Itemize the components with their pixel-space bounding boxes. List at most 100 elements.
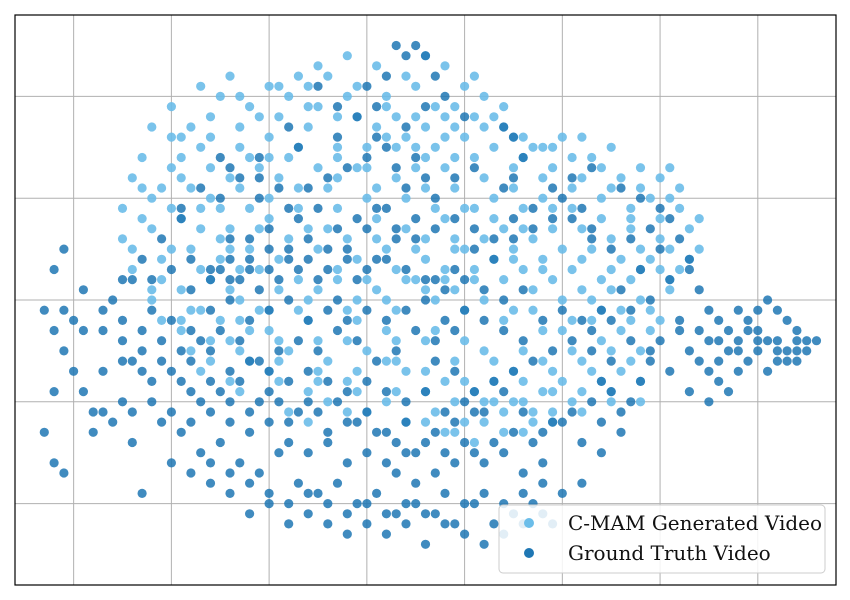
data-point-s1-327 xyxy=(274,183,284,193)
data-point-s1-258 xyxy=(743,356,753,366)
data-point-s1-129 xyxy=(362,376,372,386)
data-point-s0-153 xyxy=(245,203,255,213)
data-point-s0-224 xyxy=(323,224,333,234)
data-point-s0-162 xyxy=(567,152,577,163)
data-point-s1-130 xyxy=(381,387,391,397)
data-point-s1-205 xyxy=(665,214,675,224)
data-point-s0-2 xyxy=(176,132,186,142)
data-point-s1-204 xyxy=(655,203,665,213)
data-point-s1-121 xyxy=(205,346,216,356)
data-point-s1-336 xyxy=(450,214,460,224)
data-point-s1-94 xyxy=(489,519,499,529)
data-point-s1-254 xyxy=(704,336,714,346)
data-point-s1-386 xyxy=(264,488,274,498)
data-point-s0-74 xyxy=(235,264,245,275)
data-point-s1-310 xyxy=(127,407,137,417)
data-point-s0-265 xyxy=(430,203,440,213)
data-point-s1-387 xyxy=(284,499,294,509)
data-point-s0-138 xyxy=(166,102,176,112)
data-point-s1-173 xyxy=(332,132,343,142)
data-point-s0-179 xyxy=(548,224,558,234)
data-point-s1-62 xyxy=(264,387,274,397)
data-point-s0-213 xyxy=(567,183,577,193)
data-point-s1-396 xyxy=(460,499,470,509)
data-point-s0-263 xyxy=(372,183,382,193)
data-point-s0-70 xyxy=(694,244,704,254)
data-point-s0-330 xyxy=(430,325,440,336)
data-point-s1-357 xyxy=(205,275,216,285)
data-point-s1-284 xyxy=(508,427,519,437)
data-point-s1-143 xyxy=(196,183,206,193)
data-point-s0-222 xyxy=(245,244,255,254)
data-point-s1-122 xyxy=(225,366,235,376)
data-point-s1-364 xyxy=(157,356,167,366)
data-point-s0-235 xyxy=(205,356,216,366)
data-point-s1-271 xyxy=(694,325,704,336)
data-point-s1-156 xyxy=(411,152,421,163)
data-point-s1-304 xyxy=(137,346,147,356)
data-point-s1-296 xyxy=(723,387,734,397)
data-point-s0-357 xyxy=(196,224,206,234)
data-point-s0-226 xyxy=(401,275,411,285)
data-point-s1-72 xyxy=(460,437,470,448)
data-point-s1-303 xyxy=(587,346,597,356)
data-point-s0-203 xyxy=(274,112,284,122)
data-point-s1-194 xyxy=(313,275,323,285)
data-point-s1-274 xyxy=(645,356,655,366)
data-point-s0-109 xyxy=(420,336,431,346)
data-point-s0-230 xyxy=(538,254,548,264)
data-point-s1-225 xyxy=(587,325,597,336)
data-point-s0-145 xyxy=(372,61,382,71)
data-point-s0-68 xyxy=(645,254,655,264)
data-point-s0-383 xyxy=(577,407,587,417)
data-point-s0-238 xyxy=(313,376,323,386)
data-point-s1-152 xyxy=(362,224,372,234)
data-point-s1-261 xyxy=(772,356,783,366)
data-point-s1-99 xyxy=(225,488,235,498)
data-point-s1-118 xyxy=(596,448,607,458)
data-point-s1-20 xyxy=(157,336,167,346)
data-point-s1-146 xyxy=(245,264,255,275)
data-point-s1-341 xyxy=(548,183,558,193)
data-point-s1-34 xyxy=(430,336,440,346)
data-point-s1-167 xyxy=(391,40,401,51)
data-point-s0-46 xyxy=(538,193,548,203)
data-point-s1-278 xyxy=(606,387,616,397)
data-point-s0-318 xyxy=(342,234,352,244)
data-point-s0-80 xyxy=(460,244,470,254)
data-point-s1-1 xyxy=(59,244,69,254)
data-point-s1-40 xyxy=(186,325,196,336)
data-point-s0-193 xyxy=(499,407,509,417)
data-point-s0-161 xyxy=(538,142,548,152)
data-point-s0-185 xyxy=(215,315,225,325)
data-point-s1-429 xyxy=(166,264,176,275)
data-point-s1-181 xyxy=(499,122,509,132)
data-point-s1-257 xyxy=(733,366,743,376)
data-point-s1-326 xyxy=(254,193,264,203)
data-point-s0-303 xyxy=(577,132,587,142)
data-point-s0-311 xyxy=(362,163,372,173)
data-point-s1-158 xyxy=(372,132,382,142)
data-point-s0-8 xyxy=(352,81,362,91)
data-point-s1-322 xyxy=(362,448,372,458)
legend-box xyxy=(498,504,826,574)
data-point-s0-25 xyxy=(460,132,470,142)
data-point-s1-319 xyxy=(303,448,313,458)
data-point-s0-57 xyxy=(293,203,303,213)
data-point-s1-214 xyxy=(508,234,519,244)
data-point-s1-70 xyxy=(420,437,431,448)
data-point-s1-18 xyxy=(117,315,128,325)
data-point-s1-277 xyxy=(616,407,626,417)
data-point-s0-93 xyxy=(352,295,362,305)
data-point-s1-317 xyxy=(264,417,274,427)
data-point-s0-266 xyxy=(460,203,470,213)
legend-label-ground-truth: Ground Truth Video xyxy=(568,541,771,565)
data-point-s0-259 xyxy=(225,173,235,183)
data-point-s1-224 xyxy=(606,315,616,325)
data-point-s0-6 xyxy=(293,71,303,81)
data-point-s1-237 xyxy=(714,315,724,325)
data-point-s1-321 xyxy=(342,458,352,468)
data-point-s0-349 xyxy=(528,142,538,152)
data-point-s1-267 xyxy=(772,336,783,346)
